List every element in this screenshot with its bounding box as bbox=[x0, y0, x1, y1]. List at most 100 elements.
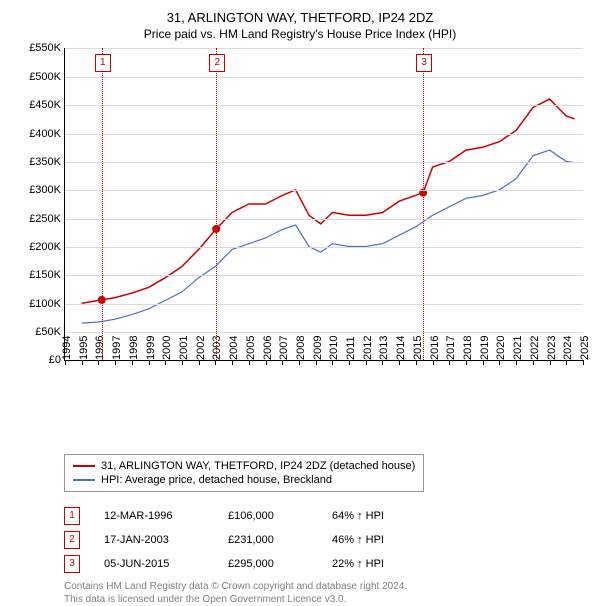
x-tick bbox=[382, 360, 383, 365]
x-tick bbox=[583, 360, 584, 365]
legend-item: HPI: Average price, detached house, Brec… bbox=[73, 473, 415, 487]
legend: 31, ARLINGTON WAY, THETFORD, IP24 2DZ (d… bbox=[64, 454, 424, 492]
y-axis-label: £150K bbox=[29, 269, 65, 281]
x-axis-label: 1998 bbox=[128, 336, 140, 360]
event-date: 12-MAR-1996 bbox=[104, 510, 204, 522]
x-axis-label: 2012 bbox=[362, 336, 374, 360]
legend-label: HPI: Average price, detached house, Brec… bbox=[101, 474, 332, 486]
event-marker-badge: 2 bbox=[209, 54, 225, 72]
x-tick bbox=[499, 360, 500, 365]
y-axis-label: £450K bbox=[29, 99, 65, 111]
x-axis-label: 2024 bbox=[562, 336, 574, 360]
x-tick bbox=[165, 360, 166, 365]
y-gridline bbox=[65, 332, 583, 333]
footer-line-1: Contains HM Land Registry data © Crown c… bbox=[64, 580, 586, 593]
x-tick bbox=[149, 360, 150, 365]
chart-titles: 31, ARLINGTON WAY, THETFORD, IP24 2DZ Pr… bbox=[14, 10, 586, 42]
x-tick bbox=[533, 360, 534, 365]
x-axis-label: 2016 bbox=[429, 336, 441, 360]
x-tick bbox=[550, 360, 551, 365]
x-tick bbox=[316, 360, 317, 365]
y-gridline bbox=[65, 48, 583, 49]
y-axis-label: £200K bbox=[29, 241, 65, 253]
x-axis-label: 2011 bbox=[345, 337, 357, 361]
x-axis-label: 2005 bbox=[245, 336, 257, 360]
y-gridline bbox=[65, 304, 583, 305]
x-tick bbox=[483, 360, 484, 365]
event-price: £295,000 bbox=[228, 558, 308, 570]
x-tick bbox=[199, 360, 200, 365]
event-row: 1 12-MAR-1996 £106,000 64% ↑ HPI bbox=[64, 504, 586, 528]
x-axis-label: 2017 bbox=[445, 336, 457, 360]
x-axis-label: 2000 bbox=[161, 336, 173, 360]
x-axis-label: 2002 bbox=[195, 336, 207, 360]
event-date: 17-JAN-2003 bbox=[104, 534, 204, 546]
legend-label: 31, ARLINGTON WAY, THETFORD, IP24 2DZ (d… bbox=[101, 460, 415, 472]
x-tick bbox=[115, 360, 116, 365]
y-gridline bbox=[65, 162, 583, 163]
y-axis-label: £350K bbox=[29, 156, 65, 168]
x-axis-label: 2003 bbox=[211, 336, 223, 360]
x-axis-label: 2004 bbox=[228, 336, 240, 360]
x-axis-label: 2015 bbox=[412, 336, 424, 360]
event-price: £106,000 bbox=[228, 510, 308, 522]
x-axis-label: 2020 bbox=[495, 336, 507, 360]
event-price: £231,000 bbox=[228, 534, 308, 546]
x-axis-label: 2025 bbox=[579, 336, 591, 360]
event-badge: 3 bbox=[64, 555, 80, 573]
x-axis-label: 1995 bbox=[78, 336, 90, 360]
y-gridline bbox=[65, 219, 583, 220]
y-axis-label: £400K bbox=[29, 128, 65, 140]
events-table: 1 12-MAR-1996 £106,000 64% ↑ HPI 2 17-JAN-200… bbox=[64, 504, 586, 576]
footer-line-2: This data is licensed under the Open Gov… bbox=[64, 593, 586, 606]
y-axis-label: £300K bbox=[29, 184, 65, 196]
x-axis-label: 2022 bbox=[529, 336, 541, 360]
x-axis-label: 2014 bbox=[395, 336, 407, 360]
x-axis-label: 1997 bbox=[111, 336, 123, 360]
x-axis-label: 2023 bbox=[546, 336, 558, 360]
event-row: 217-JAN-2003£231,00046% ↑ HPI bbox=[64, 528, 586, 552]
x-axis-label: 1994 bbox=[61, 336, 73, 360]
y-gridline bbox=[65, 190, 583, 191]
footer-text: Contains HM Land Registry data © Crown c… bbox=[64, 580, 586, 606]
y-axis-label: £250K bbox=[29, 213, 65, 225]
x-tick bbox=[466, 360, 467, 365]
event-date: 05-JUN-2015 bbox=[104, 558, 204, 570]
y-gridline bbox=[65, 247, 583, 248]
y-gridline bbox=[65, 275, 583, 276]
x-axis-label: 2010 bbox=[328, 336, 340, 360]
x-tick bbox=[282, 360, 283, 365]
x-tick bbox=[299, 360, 300, 365]
y-axis-label: £550K bbox=[29, 42, 65, 54]
event-row: 305-JUN-2015£295,00022% ↑ HPI bbox=[64, 552, 586, 576]
x-tick bbox=[399, 360, 400, 365]
x-tick bbox=[366, 360, 367, 365]
event-marker-line: 2 bbox=[216, 48, 217, 360]
x-axis-label: 2013 bbox=[378, 336, 390, 360]
y-axis-label: £500K bbox=[29, 71, 65, 83]
x-tick bbox=[82, 360, 83, 365]
y-gridline bbox=[65, 77, 583, 78]
x-tick bbox=[433, 360, 434, 365]
event-badge: 2 bbox=[64, 531, 80, 549]
x-axis-label: 2009 bbox=[312, 336, 324, 360]
series-svg bbox=[65, 48, 583, 360]
chart-area: £0£50K£100K£150K£200K£250K£300K£350K£400… bbox=[14, 48, 584, 408]
y-gridline bbox=[65, 134, 583, 135]
plot-area: £0£50K£100K£150K£200K£250K£300K£350K£400… bbox=[64, 48, 583, 361]
x-axis-label: 2006 bbox=[262, 336, 274, 360]
x-axis-label: 2007 bbox=[278, 336, 290, 360]
x-tick bbox=[332, 360, 333, 365]
x-axis-label: 2001 bbox=[178, 336, 190, 360]
x-tick bbox=[416, 360, 417, 365]
event-badge: 1 bbox=[64, 507, 80, 525]
x-tick bbox=[215, 360, 216, 365]
event-marker-badge: 1 bbox=[95, 54, 111, 72]
legend-swatch bbox=[73, 479, 95, 481]
x-axis-label: 2018 bbox=[462, 336, 474, 360]
legend-swatch bbox=[73, 465, 95, 467]
event-pct: 64% ↑ HPI bbox=[332, 510, 384, 522]
x-axis-label: 1999 bbox=[145, 336, 157, 360]
x-axis-label: 2021 bbox=[512, 336, 524, 360]
series-line bbox=[82, 100, 575, 304]
